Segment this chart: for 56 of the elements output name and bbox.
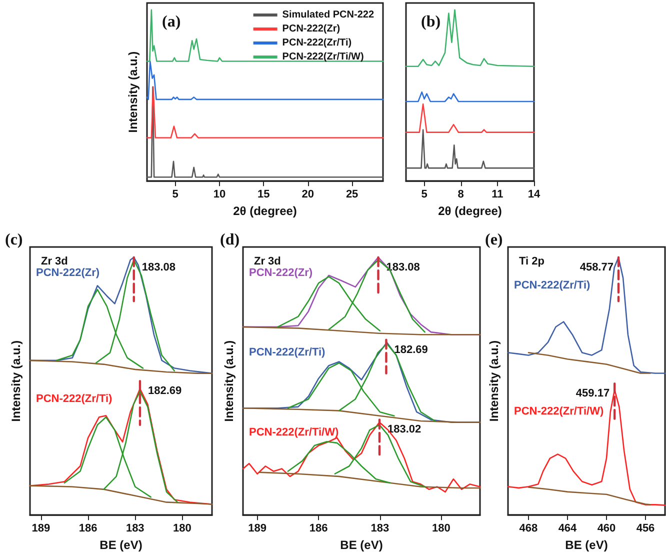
x-tick-label: 5: [172, 188, 178, 201]
x-tick-label: 8: [458, 188, 464, 201]
x-tick-label: 189: [248, 522, 266, 535]
x-axis-title: BE (eV): [565, 538, 608, 552]
series-label: PCN-222(Zr/Ti): [514, 279, 591, 292]
series-label: PCN-222(Zr): [249, 267, 313, 279]
y-axis-title: Intensity (a.u.): [487, 340, 501, 422]
legend-label: Simulated PCN-222: [282, 10, 374, 20]
x-tick-label: 460: [597, 522, 616, 534]
chart-title: (d): [220, 232, 240, 248]
x-tick-label: 20: [302, 188, 314, 201]
y-axis-title: Intensity (a.u.): [9, 340, 23, 422]
x-axis-title: 2θ (degree): [438, 204, 502, 218]
x-tick-label: 189: [32, 522, 50, 535]
x-tick-label: 14: [528, 188, 541, 201]
chart-subtitle: Ti 2p: [519, 256, 545, 268]
annotation: 182.69: [394, 344, 428, 356]
x-axis-title: 2θ (degree): [233, 204, 297, 218]
annotation: 183.02: [387, 424, 422, 436]
x-tick-label: 468: [519, 522, 538, 534]
x-axis-title: BE (eV): [340, 538, 383, 552]
series-label: PCN-222(Zr/Ti): [36, 392, 113, 405]
series-label: PCN-222(Zr/Ti/W): [514, 406, 604, 418]
annotation: 183.08: [386, 261, 420, 274]
x-axis-title: BE (eV): [100, 538, 142, 552]
chart-title: (b): [421, 14, 441, 30]
series-label: PCN-222(Zr/Ti/W): [249, 426, 339, 438]
x-tick-label: 180: [432, 522, 450, 535]
x-tick-label: 183: [370, 522, 390, 535]
annotation: 183.08: [142, 261, 176, 274]
x-tick-label: 186: [78, 522, 98, 535]
x-tick-label: 456: [636, 522, 655, 534]
annotation: 458.77: [580, 261, 614, 274]
legend-label: PCN-222(Zr/Ti/W): [282, 52, 364, 62]
chart-title: (e): [485, 232, 503, 248]
series-label: PCN-222(Zr/Ti): [249, 346, 326, 358]
x-tick-label: 10: [213, 188, 226, 201]
x-tick-label: 5: [421, 188, 428, 201]
x-tick-label: 15: [258, 188, 270, 201]
legend-label: PCN-222(Zr/Ti): [282, 38, 352, 48]
legend-label: PCN-222(Zr): [282, 24, 340, 34]
x-tick-label: 25: [346, 188, 358, 201]
chart-title: (c): [5, 232, 23, 248]
x-tick-label: 11: [492, 188, 504, 201]
y-axis-title: Intensity (a.u.): [222, 340, 236, 422]
chart-subtitle: Zr 3d: [41, 256, 68, 268]
x-tick-label: 183: [126, 522, 144, 535]
chart-subtitle: Zr 3d: [254, 256, 281, 268]
x-tick-label: 180: [173, 522, 192, 535]
y-axis-title: Intensity (a.u.): [126, 51, 140, 133]
x-tick-label: 186: [309, 522, 328, 535]
chart-title: (a): [162, 14, 181, 30]
annotation: 459.17: [576, 388, 610, 400]
x-tick-label: 464: [558, 522, 578, 534]
annotation: 182.69: [148, 385, 182, 398]
series-label: PCN-222(Zr): [36, 267, 100, 279]
